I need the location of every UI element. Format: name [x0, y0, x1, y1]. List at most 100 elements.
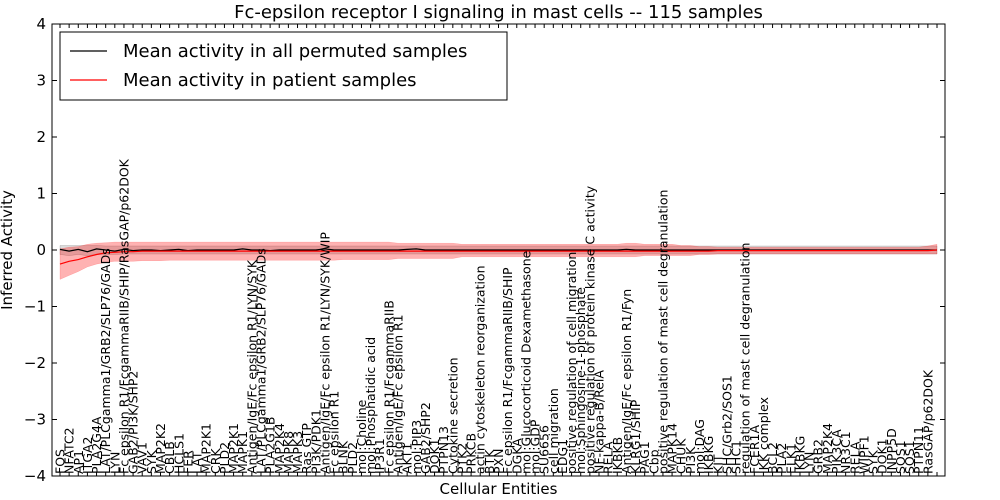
plot-frame [51, 23, 946, 477]
category-label: BCL2 [765, 442, 780, 474]
category-label: MAPK8 [281, 431, 296, 474]
category-label: AP1 [71, 450, 86, 474]
series-lines [59, 248, 938, 265]
category-label: mol:Choline [354, 399, 369, 474]
category-label: LAT/PLCgamma1/GRB2/SLP76/GADs [98, 248, 113, 474]
y-tick-label: 4 [36, 15, 46, 33]
category-label: actin cytoskeleton reorganization [473, 265, 488, 474]
category-label: PLD2 [345, 442, 360, 474]
legend-label: Mean activity in all permuted samples [123, 41, 467, 62]
category-label: PI3K/PDK1 [308, 409, 323, 474]
category-label: mol:Glucocorticoid Dexamethasone [518, 250, 533, 474]
confidence-bands [59, 241, 938, 280]
category-label: mol:PIP3 [409, 420, 424, 474]
legend-box [59, 31, 508, 101]
category-label: CRK [208, 448, 223, 474]
category-label: MAPK1 [235, 431, 250, 474]
category-label: SYK [866, 449, 881, 474]
category-label: PLA2G1B [263, 416, 278, 474]
category-label: MAP2K2 [153, 423, 168, 474]
category-label: CHUK [674, 438, 689, 474]
chart-title: Fc-epsilon receptor I signaling in mast … [234, 2, 763, 23]
x-ticks [59, 24, 938, 476]
category-label: BTK [482, 449, 497, 474]
y-tick-label: −1 [24, 298, 46, 316]
category-labels: FOSNFATC2AP1ITGA2PLA2G4ALAT/PLCgamma1/GR… [53, 158, 936, 474]
y-axis-label: Inferred Activity [0, 190, 16, 310]
category-label: regulation of mast cell degranulation [738, 243, 753, 474]
category-label: LAT/PLCgamma1/GRB2/SLP76/GADs [254, 248, 269, 474]
category-label: Fc epsilon R1/FcgammaRIIB/SHIP [500, 267, 515, 474]
category-label: NF-kappa-B/RelA [592, 370, 607, 474]
category-label: IKBKG [793, 436, 808, 474]
category-label: PRKCB [464, 433, 479, 474]
category-label: positive regulation of mast cell degranu… [655, 190, 670, 474]
y-tick-label: 0 [36, 241, 46, 259]
category-label: positive regulation of protein kinase C … [582, 185, 597, 474]
category-label: IP3R1 [372, 438, 387, 474]
category-label: HCLS1 [171, 433, 186, 474]
category-label: INPP5D [884, 428, 899, 474]
category-label: FOS [53, 449, 68, 474]
category-label: PIK3CA [829, 429, 844, 474]
category-label: SYK [144, 449, 159, 474]
category-label: CBLB [162, 441, 177, 474]
category-label: MAPK14 [665, 423, 680, 474]
category-label: mol:Phosphatidic acid [363, 337, 378, 474]
category-label: ITGA2 [80, 436, 95, 474]
category-label: Antigen/IgE/Fc epsilon R1 [391, 314, 406, 474]
category-label: MAP2K1 [199, 423, 214, 474]
category-label: cell migration [546, 388, 561, 474]
category-label: GAB2/PI3K/SHP2 [126, 371, 141, 474]
category-label: PXN [491, 449, 506, 474]
category-label: Antigen/IgE/Fc epsilon R1/LYN/SYK [244, 259, 259, 474]
y-ticks: −4 −3 −2 −1 0 1 2 3 4 [24, 15, 945, 485]
category-label: mol:GDP [528, 419, 543, 474]
category-label: NFATC2 [62, 427, 77, 474]
category-label: SOS1 [893, 440, 908, 474]
y-tick-label: −2 [24, 354, 46, 372]
category-label: MAP2K4 [272, 423, 287, 474]
category-label: FCER1A [747, 425, 762, 474]
y-tick-label: −4 [24, 467, 46, 485]
category-label: NR3C1 [838, 431, 853, 474]
category-label: Cbp [646, 449, 661, 474]
category-label: SHC/Grb2/SOS1 [719, 375, 734, 474]
x-axis-label: Cellular Entities [440, 480, 558, 498]
category-label: PLD2 [217, 442, 232, 474]
category-label: MAP2K1 [226, 423, 241, 474]
category-label: mol:DAG [692, 419, 707, 474]
category-label: LYN [107, 452, 122, 474]
category-label: mol:Sphingosine-1-phosphate [573, 287, 588, 474]
category-label: PAG1 [637, 441, 652, 474]
category-label: KIT [710, 454, 725, 474]
category-label: LYN [802, 452, 817, 474]
category-label: SHC1 [729, 440, 744, 474]
category-label: DOK1 [875, 438, 890, 474]
category-label: positive regulation of cell migration [564, 252, 579, 474]
category-label: RELA [601, 441, 616, 474]
category-label: MAPK3 [290, 431, 305, 474]
category-label: VAV1 [135, 442, 150, 474]
category-label: SU6656 [537, 425, 552, 474]
category-label: RELA [847, 441, 862, 474]
legend-label: Mean activity in patient samples [123, 70, 417, 91]
y-tick-label: 2 [36, 128, 46, 146]
category-label: DGKA [509, 438, 524, 474]
category-label: KLRG1/SHIP [628, 399, 643, 474]
band-patient [59, 241, 938, 280]
line-patient [59, 249, 938, 265]
category-label: Antigen/IgE/Fc epsilon R1/Fyn [619, 289, 634, 474]
category-label: IKBKG [701, 436, 716, 474]
category-label: Fc epsilon R1/FcgammaRIIB/SHIP/RasGAP/p6… [116, 158, 131, 474]
category-label: AKT1 [400, 443, 415, 474]
category-label: RasGAP/p62DOK [920, 369, 935, 474]
category-label: Antigen/IgE/Fc epsilon R1/LYN/SYK/WIP [317, 232, 332, 474]
category-label: IKK complex [756, 397, 771, 474]
category-label: PTPN11 [911, 426, 926, 474]
category-label: Fc epsilon R1 [327, 391, 342, 474]
category-label: PI3K [683, 446, 698, 474]
category-label: WIPF1 [856, 435, 871, 474]
category-label: FER [180, 450, 195, 474]
